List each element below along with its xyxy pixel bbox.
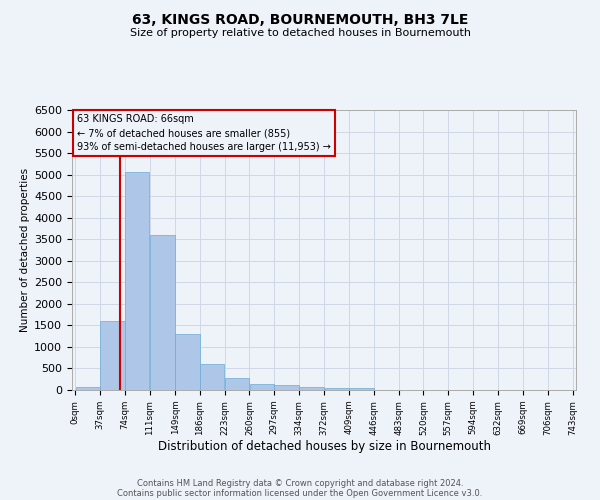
Text: Contains HM Land Registry data © Crown copyright and database right 2024.: Contains HM Land Registry data © Crown c… xyxy=(137,478,463,488)
Bar xyxy=(299,387,324,390)
Bar xyxy=(250,384,274,390)
Bar xyxy=(125,172,149,390)
Y-axis label: Number of detached properties: Number of detached properties xyxy=(20,168,30,332)
Bar xyxy=(200,364,224,390)
Bar xyxy=(100,321,125,390)
Text: Size of property relative to detached houses in Bournemouth: Size of property relative to detached ho… xyxy=(130,28,470,38)
Text: Contains public sector information licensed under the Open Government Licence v3: Contains public sector information licen… xyxy=(118,488,482,498)
Bar xyxy=(175,334,200,390)
Bar xyxy=(349,388,374,390)
Bar xyxy=(76,388,100,390)
Bar xyxy=(225,378,249,390)
X-axis label: Distribution of detached houses by size in Bournemouth: Distribution of detached houses by size … xyxy=(157,440,491,453)
Bar xyxy=(325,388,349,390)
Bar xyxy=(274,385,299,390)
Text: 63 KINGS ROAD: 66sqm
← 7% of detached houses are smaller (855)
93% of semi-detac: 63 KINGS ROAD: 66sqm ← 7% of detached ho… xyxy=(77,114,331,152)
Bar xyxy=(150,235,175,390)
Text: 63, KINGS ROAD, BOURNEMOUTH, BH3 7LE: 63, KINGS ROAD, BOURNEMOUTH, BH3 7LE xyxy=(132,12,468,26)
